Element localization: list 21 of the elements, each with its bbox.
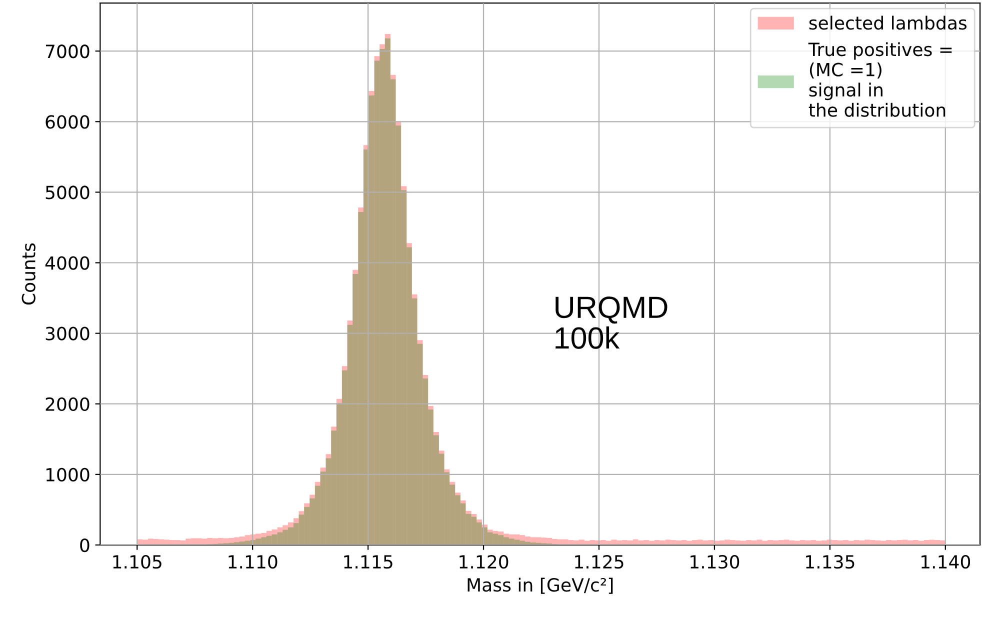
x-tick-label: 1.140	[922, 555, 970, 569]
x-tick-label: 1.125	[575, 555, 624, 569]
y-tick-label: 3000	[46, 326, 90, 340]
x-tick-label: 1.105	[113, 555, 162, 569]
y-tick-label: 0	[80, 538, 90, 552]
y-tick-label: 1000	[46, 468, 90, 482]
y-axis-title: Counts	[22, 243, 36, 305]
x-tick-label: 1.110	[228, 555, 278, 569]
legend-label: selected lambdas	[809, 16, 967, 30]
y-tick-label: 6000	[46, 115, 90, 129]
x-tick-label: 1.115	[344, 555, 392, 569]
x-tick-label: 1.120	[460, 555, 508, 569]
x-tick-label: 1.130	[690, 555, 740, 569]
y-tick-label: 7000	[46, 44, 90, 58]
y-tick-label: 2000	[46, 397, 90, 411]
y-tick-label: 4000	[45, 256, 90, 270]
x-axis-title: Mass in [GeV/c²]	[468, 578, 613, 594]
legend-label: True positives = (MC =1) signal in the distribution	[808, 42, 952, 117]
annotation: URQMD 100k	[556, 296, 668, 349]
y-tick-label: 5000	[46, 186, 90, 200]
x-tick-label: 1.135	[806, 555, 854, 569]
